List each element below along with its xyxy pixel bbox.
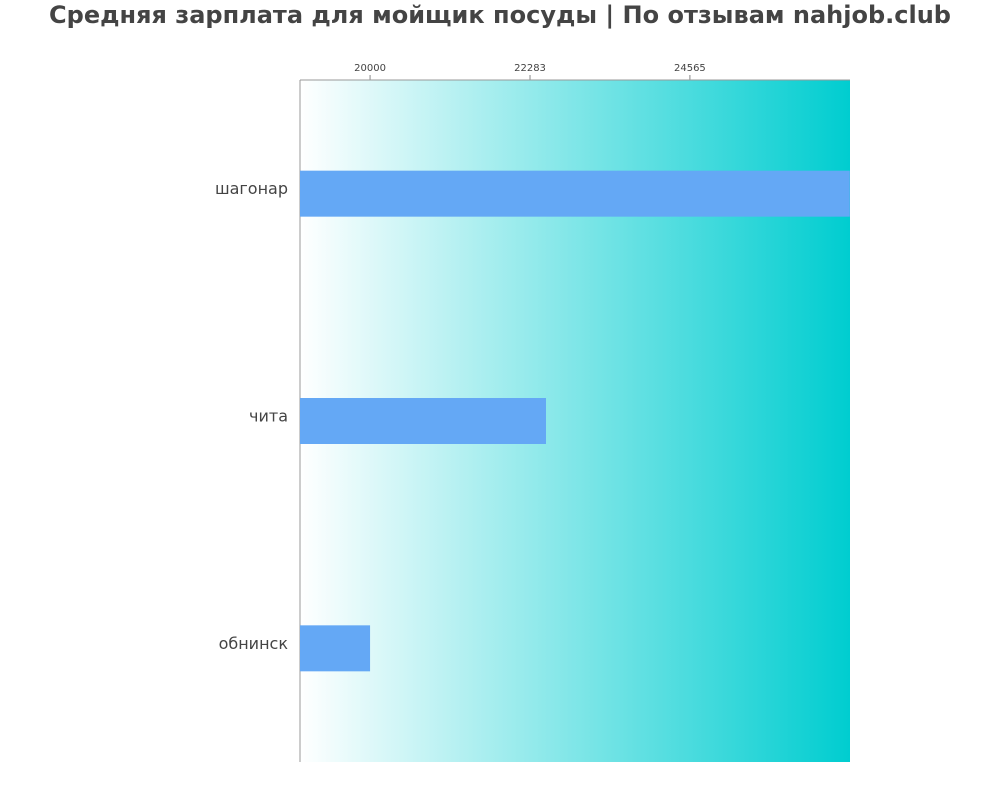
chart-title: Средняя зарплата для мойщик посуды | По … xyxy=(49,1,951,29)
bar xyxy=(300,170,850,217)
x-tick-label: 24565 xyxy=(674,63,706,74)
y-tick-label: чита xyxy=(249,407,288,426)
bar xyxy=(300,398,546,444)
x-tick-label: 22283 xyxy=(514,63,546,74)
y-tick-label: обнинск xyxy=(219,634,289,653)
bar xyxy=(300,625,371,672)
x-tick-label: 20000 xyxy=(354,63,386,74)
y-tick-label: шагонар xyxy=(215,179,288,198)
